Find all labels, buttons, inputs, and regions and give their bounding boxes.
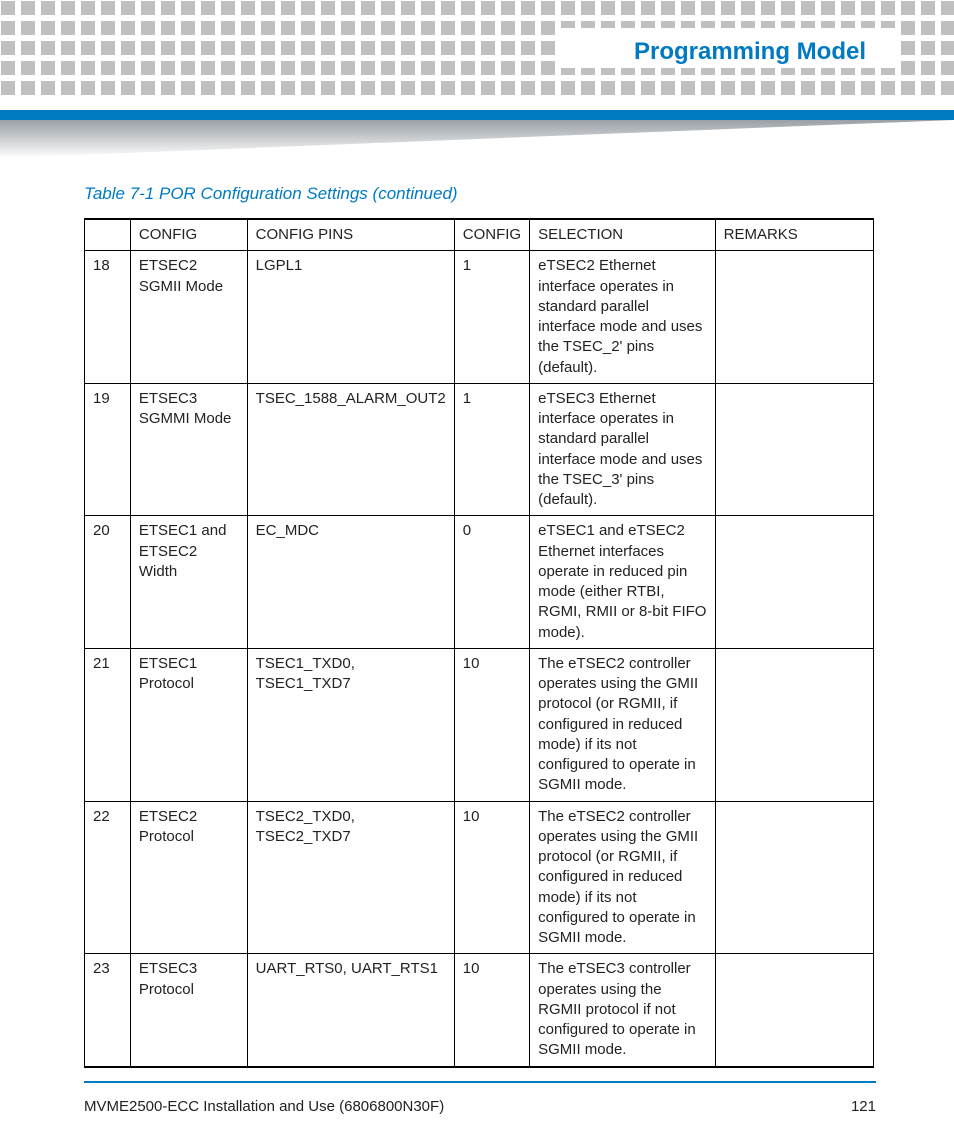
cell-idx: 19 — [85, 383, 131, 516]
cell-idx: 22 — [85, 801, 131, 954]
cell-pins: LGPL1 — [247, 251, 454, 384]
table-row: 19 ETSEC3 SGMMI Mode TSEC_1588_ALARM_OUT… — [85, 383, 874, 516]
page-title: Programming Model — [626, 38, 874, 66]
cell-config: ETSEC2 Protocol — [130, 801, 247, 954]
table-row: 21 ETSEC1 Protocol TSEC1_TXD0, TSEC1_TXD… — [85, 648, 874, 801]
col-header: REMARKS — [715, 219, 873, 251]
cell-remarks — [715, 383, 873, 516]
cell-idx: 21 — [85, 648, 131, 801]
cell-config: ETSEC3 SGMMI Mode — [130, 383, 247, 516]
cell-remarks — [715, 251, 873, 384]
col-header: CONFIG — [454, 219, 529, 251]
footer-doc-id: MVME2500-ECC Installation and Use (68068… — [84, 1098, 444, 1115]
cell-val: 1 — [454, 383, 529, 516]
header-wedge — [0, 120, 954, 158]
cell-config: ETSEC2 SGMII Mode — [130, 251, 247, 384]
cell-pins: UART_RTS0, UART_RTS1 — [247, 954, 454, 1067]
cell-selection: The eTSEC2 controller operates using the… — [530, 648, 716, 801]
cell-idx: 23 — [85, 954, 131, 1067]
col-header: CONFIG PINS — [247, 219, 454, 251]
table-row: 18 ETSEC2 SGMII Mode LGPL1 1 eTSEC2 Ethe… — [85, 251, 874, 384]
table-row: 23 ETSEC3 Protocol UART_RTS0, UART_RTS1 … — [85, 954, 874, 1067]
cell-remarks — [715, 516, 873, 649]
cell-remarks — [715, 954, 873, 1067]
cell-remarks — [715, 801, 873, 954]
cell-remarks — [715, 648, 873, 801]
table-body: 18 ETSEC2 SGMII Mode LGPL1 1 eTSEC2 Ethe… — [85, 251, 874, 1067]
cell-selection: The eTSEC3 controller operates using the… — [530, 954, 716, 1067]
table-row: 20 ETSEC1 and ETSEC2 Width EC_MDC 0 eTSE… — [85, 516, 874, 649]
header-blue-bar — [0, 110, 954, 120]
col-header: CONFIG — [130, 219, 247, 251]
cell-idx: 20 — [85, 516, 131, 649]
footer-page-number: 121 — [851, 1098, 876, 1115]
cell-selection: eTSEC1 and eTSEC2 Ethernet interfaces op… — [530, 516, 716, 649]
cell-selection: eTSEC2 Ethernet interface operates in st… — [530, 251, 716, 384]
cell-selection: The eTSEC2 controller operates using the… — [530, 801, 716, 954]
cell-config: ETSEC1 Protocol — [130, 648, 247, 801]
cell-config: ETSEC3 Protocol — [130, 954, 247, 1067]
cell-pins: TSEC1_TXD0, TSEC1_TXD7 — [247, 648, 454, 801]
cell-selection: eTSEC3 Ethernet interface operates in st… — [530, 383, 716, 516]
table-row: 22 ETSEC2 Protocol TSEC2_TXD0, TSEC2_TXD… — [85, 801, 874, 954]
cell-val: 0 — [454, 516, 529, 649]
col-header: SELECTION — [530, 219, 716, 251]
cell-pins: TSEC2_TXD0, TSEC2_TXD7 — [247, 801, 454, 954]
cell-val: 10 — [454, 954, 529, 1067]
table-caption: Table 7-1 POR Configuration Settings (co… — [84, 184, 874, 204]
cell-val: 1 — [454, 251, 529, 384]
col-header — [85, 219, 131, 251]
cell-idx: 18 — [85, 251, 131, 384]
cell-config: ETSEC1 and ETSEC2 Width — [130, 516, 247, 649]
cell-val: 10 — [454, 801, 529, 954]
cell-pins: EC_MDC — [247, 516, 454, 649]
footer-rule — [84, 1081, 876, 1083]
config-table: CONFIG CONFIG PINS CONFIG SELECTION REMA… — [84, 218, 874, 1068]
table-header-row: CONFIG CONFIG PINS CONFIG SELECTION REMA… — [85, 219, 874, 251]
cell-pins: TSEC_1588_ALARM_OUT2 — [247, 383, 454, 516]
cell-val: 10 — [454, 648, 529, 801]
